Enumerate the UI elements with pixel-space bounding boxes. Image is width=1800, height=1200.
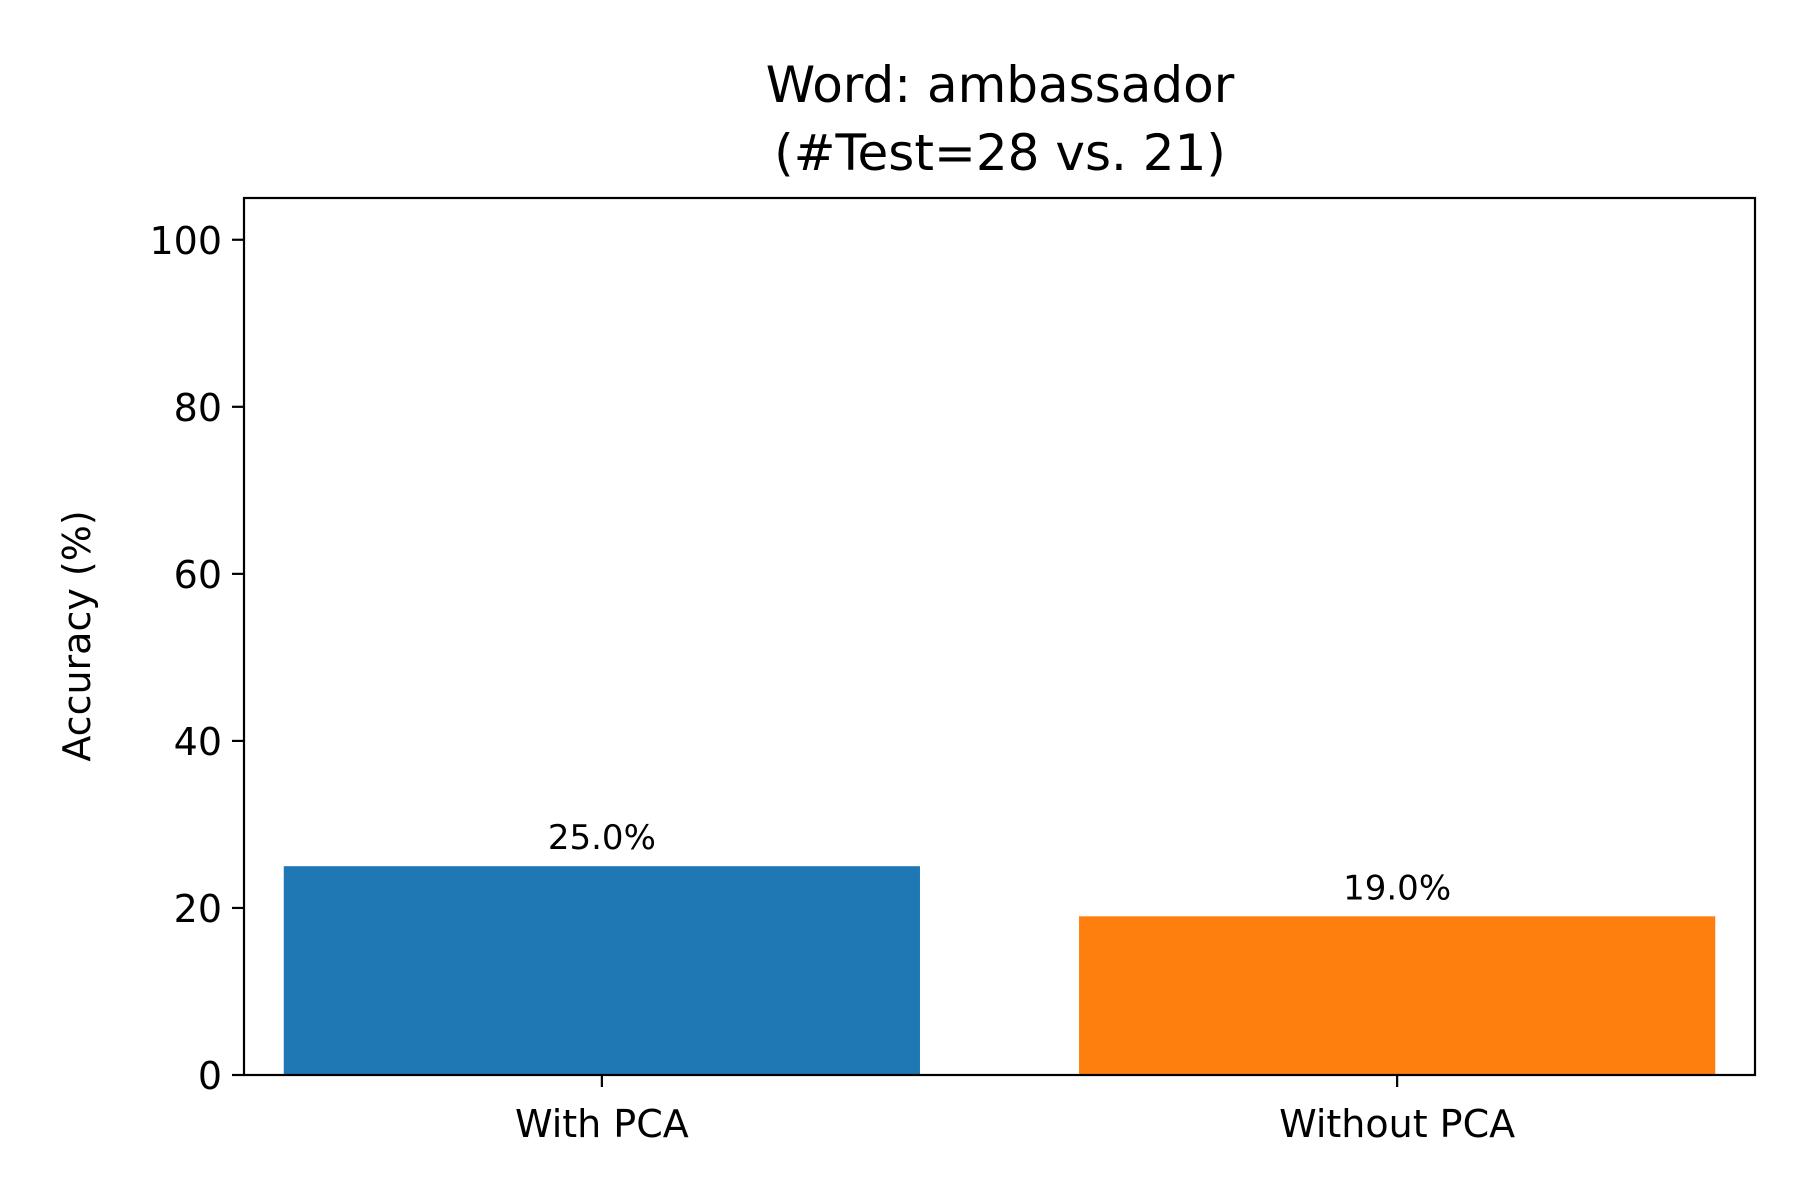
chart-title: Word: ambassador (#Test=28 vs. 21) bbox=[766, 56, 1235, 182]
y-tick-label-60: 60 bbox=[174, 553, 222, 597]
y-axis-label: Accuracy (%) bbox=[55, 510, 99, 761]
x-tick-label-without-pca: Without PCA bbox=[1279, 1102, 1515, 1146]
y-tick-label-80: 80 bbox=[174, 386, 222, 430]
y-axis-ticks: 0 20 40 60 80 100 bbox=[149, 219, 244, 1098]
x-axis-ticks: With PCA Without PCA bbox=[515, 1075, 1515, 1146]
bar-value-label-without-pca: 19.0% bbox=[1343, 868, 1451, 908]
x-tick-label-with-pca: With PCA bbox=[515, 1102, 689, 1146]
chart-title-line-2: (#Test=28 vs. 21) bbox=[774, 124, 1226, 182]
bar-without-pca bbox=[1079, 916, 1716, 1075]
bars-group bbox=[283, 866, 1716, 1075]
y-tick-label-20: 20 bbox=[174, 887, 222, 931]
bar-with-pca bbox=[283, 866, 920, 1075]
y-tick-label-0: 0 bbox=[198, 1054, 222, 1098]
y-tick-label-100: 100 bbox=[149, 219, 222, 263]
y-tick-label-40: 40 bbox=[174, 720, 222, 764]
chart-title-line-1: Word: ambassador bbox=[766, 56, 1235, 114]
bar-labels-group: 25.0% 19.0% bbox=[548, 818, 1451, 908]
plot-frame bbox=[242, 196, 1757, 1077]
bar-value-label-with-pca: 25.0% bbox=[548, 818, 656, 858]
